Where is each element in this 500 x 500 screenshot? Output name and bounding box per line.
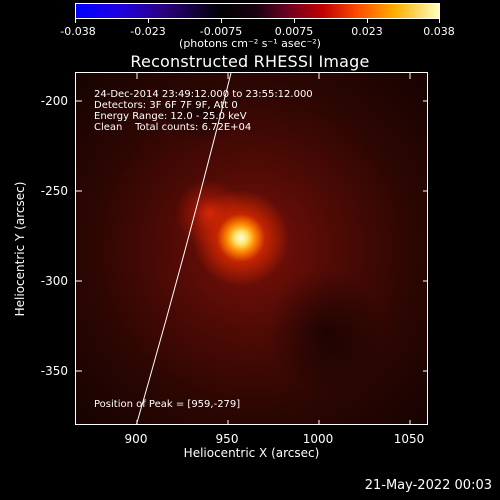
annotation-peak: Position of Peak = [959,-279] (94, 399, 241, 410)
colorbar-tick (148, 19, 149, 23)
footer-timestamp: 21-May-2022 00:03 (364, 478, 492, 493)
plot-title: Reconstructed RHESSI Image (130, 52, 370, 71)
heatmap-shadow (266, 268, 386, 398)
annotation-detectors: Detectors: 3F 6F 7F 9F, Att 0 (94, 100, 238, 111)
colorbar-label: 0.038 (423, 25, 455, 38)
image-plot: 24-Dec-2014 23:49:12.000 to 23:55:12.000… (75, 72, 428, 425)
y-tick-label: -350 (40, 364, 68, 378)
x-tick-label: 1000 (302, 432, 334, 446)
annotation-counts: Clean Total counts: 6.72E+04 (94, 122, 252, 133)
colorbar-label: 0.023 (351, 25, 383, 38)
colorbar-tick (439, 19, 440, 23)
x-tick-label: 900 (124, 432, 148, 446)
annotation-energy: Energy Range: 12.0 - 25.0 keV (94, 111, 247, 122)
colorbar-label: 0.0075 (274, 25, 314, 38)
colorbar-label: -0.023 (130, 25, 166, 38)
solar-limb (76, 73, 427, 424)
x-tick-label: 1050 (393, 432, 425, 446)
colorbar-tick (221, 19, 222, 23)
y-tick-label: -250 (40, 184, 68, 198)
colorbar-tick (75, 19, 76, 23)
x-axis-title: Heliocentric X (arcsec) (183, 446, 320, 460)
heatmap-shadow (156, 83, 246, 143)
colorbar-label: -0.038 (60, 25, 96, 38)
colorbar-tick (294, 19, 295, 23)
annotation-time: 24-Dec-2014 23:49:12.000 to 23:55:12.000 (94, 89, 313, 100)
colorbar-tick (367, 19, 368, 23)
colorbar-units: (photons cm⁻² s⁻¹ asec⁻²) (179, 37, 321, 50)
x-tick-label: 950 (215, 432, 239, 446)
y-axis-title: Heliocentric Y (arcsec) (13, 181, 27, 317)
y-tick-label: -300 (40, 274, 68, 288)
y-tick-label: -200 (40, 94, 68, 108)
colorbar (75, 3, 440, 19)
colorbar-label: -0.0075 (199, 25, 243, 38)
